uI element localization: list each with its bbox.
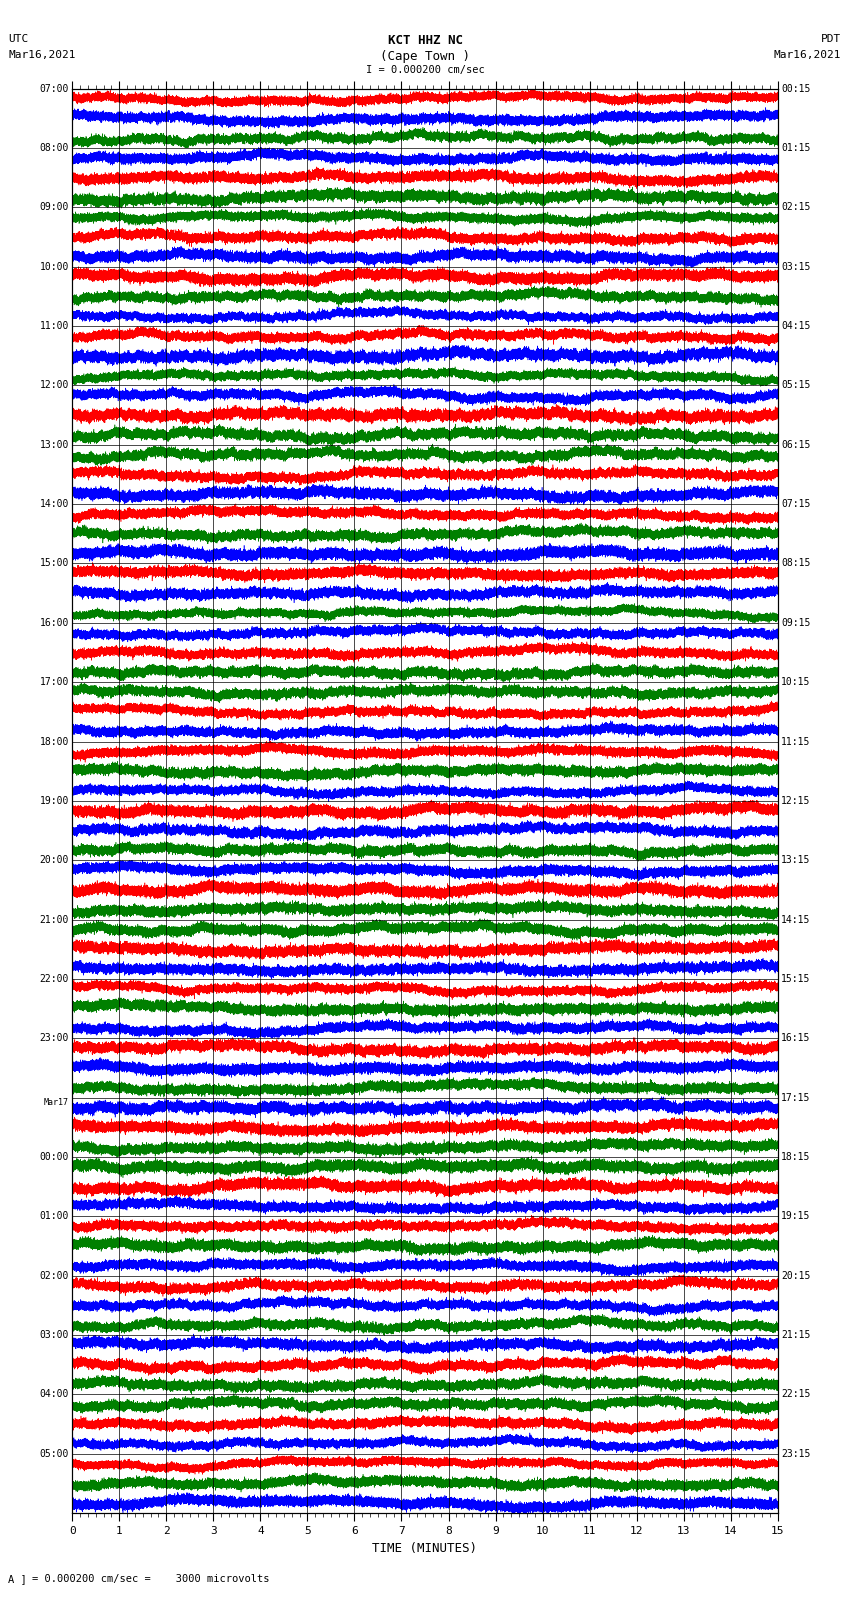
Text: I = 0.000200 cm/sec: I = 0.000200 cm/sec bbox=[366, 65, 484, 74]
Text: 23:00: 23:00 bbox=[39, 1034, 69, 1044]
Text: 20:15: 20:15 bbox=[781, 1271, 811, 1281]
Text: 12:15: 12:15 bbox=[781, 795, 811, 806]
Text: 10:00: 10:00 bbox=[39, 261, 69, 271]
Text: 12:00: 12:00 bbox=[39, 381, 69, 390]
Text: 13:15: 13:15 bbox=[781, 855, 811, 865]
Text: 19:15: 19:15 bbox=[781, 1211, 811, 1221]
Text: 07:00: 07:00 bbox=[39, 84, 69, 94]
Text: 22:00: 22:00 bbox=[39, 974, 69, 984]
Text: 22:15: 22:15 bbox=[781, 1389, 811, 1400]
Text: Mar16,2021: Mar16,2021 bbox=[8, 50, 76, 60]
Text: 01:15: 01:15 bbox=[781, 144, 811, 153]
Text: 02:00: 02:00 bbox=[39, 1271, 69, 1281]
Text: 08:00: 08:00 bbox=[39, 144, 69, 153]
Text: 01:00: 01:00 bbox=[39, 1211, 69, 1221]
Text: 04:00: 04:00 bbox=[39, 1389, 69, 1400]
Text: Mar17: Mar17 bbox=[44, 1097, 69, 1107]
Text: 15:00: 15:00 bbox=[39, 558, 69, 568]
Text: 03:15: 03:15 bbox=[781, 261, 811, 271]
Text: (Cape Town ): (Cape Town ) bbox=[380, 50, 470, 63]
Text: 09:00: 09:00 bbox=[39, 202, 69, 213]
Text: 08:15: 08:15 bbox=[781, 558, 811, 568]
Text: 09:15: 09:15 bbox=[781, 618, 811, 627]
Text: 17:00: 17:00 bbox=[39, 677, 69, 687]
Text: 18:15: 18:15 bbox=[781, 1152, 811, 1161]
Text: 16:15: 16:15 bbox=[781, 1034, 811, 1044]
Text: UTC: UTC bbox=[8, 34, 29, 44]
Text: 11:00: 11:00 bbox=[39, 321, 69, 331]
Text: 05:00: 05:00 bbox=[39, 1448, 69, 1458]
Text: 21:00: 21:00 bbox=[39, 915, 69, 924]
Text: 16:00: 16:00 bbox=[39, 618, 69, 627]
Text: 10:15: 10:15 bbox=[781, 677, 811, 687]
Text: 14:00: 14:00 bbox=[39, 498, 69, 510]
Text: 15:15: 15:15 bbox=[781, 974, 811, 984]
Text: 00:15: 00:15 bbox=[781, 84, 811, 94]
Text: 05:15: 05:15 bbox=[781, 381, 811, 390]
Text: 11:15: 11:15 bbox=[781, 737, 811, 747]
Text: 04:15: 04:15 bbox=[781, 321, 811, 331]
Text: Mar16,2021: Mar16,2021 bbox=[774, 50, 842, 60]
Text: = 0.000200 cm/sec =    3000 microvolts: = 0.000200 cm/sec = 3000 microvolts bbox=[32, 1574, 269, 1584]
Text: 14:15: 14:15 bbox=[781, 915, 811, 924]
Text: 19:00: 19:00 bbox=[39, 795, 69, 806]
Text: KCT HHZ NC: KCT HHZ NC bbox=[388, 34, 462, 47]
Text: 13:00: 13:00 bbox=[39, 440, 69, 450]
X-axis label: TIME (MINUTES): TIME (MINUTES) bbox=[372, 1542, 478, 1555]
Text: 00:00: 00:00 bbox=[39, 1152, 69, 1161]
Text: 17:15: 17:15 bbox=[781, 1092, 811, 1103]
Text: A ]: A ] bbox=[8, 1574, 27, 1584]
Text: 02:15: 02:15 bbox=[781, 202, 811, 213]
Text: 07:15: 07:15 bbox=[781, 498, 811, 510]
Text: PDT: PDT bbox=[821, 34, 842, 44]
Text: 20:00: 20:00 bbox=[39, 855, 69, 865]
Text: 23:15: 23:15 bbox=[781, 1448, 811, 1458]
Text: 21:15: 21:15 bbox=[781, 1331, 811, 1340]
Text: 18:00: 18:00 bbox=[39, 737, 69, 747]
Text: 06:15: 06:15 bbox=[781, 440, 811, 450]
Text: 03:00: 03:00 bbox=[39, 1331, 69, 1340]
